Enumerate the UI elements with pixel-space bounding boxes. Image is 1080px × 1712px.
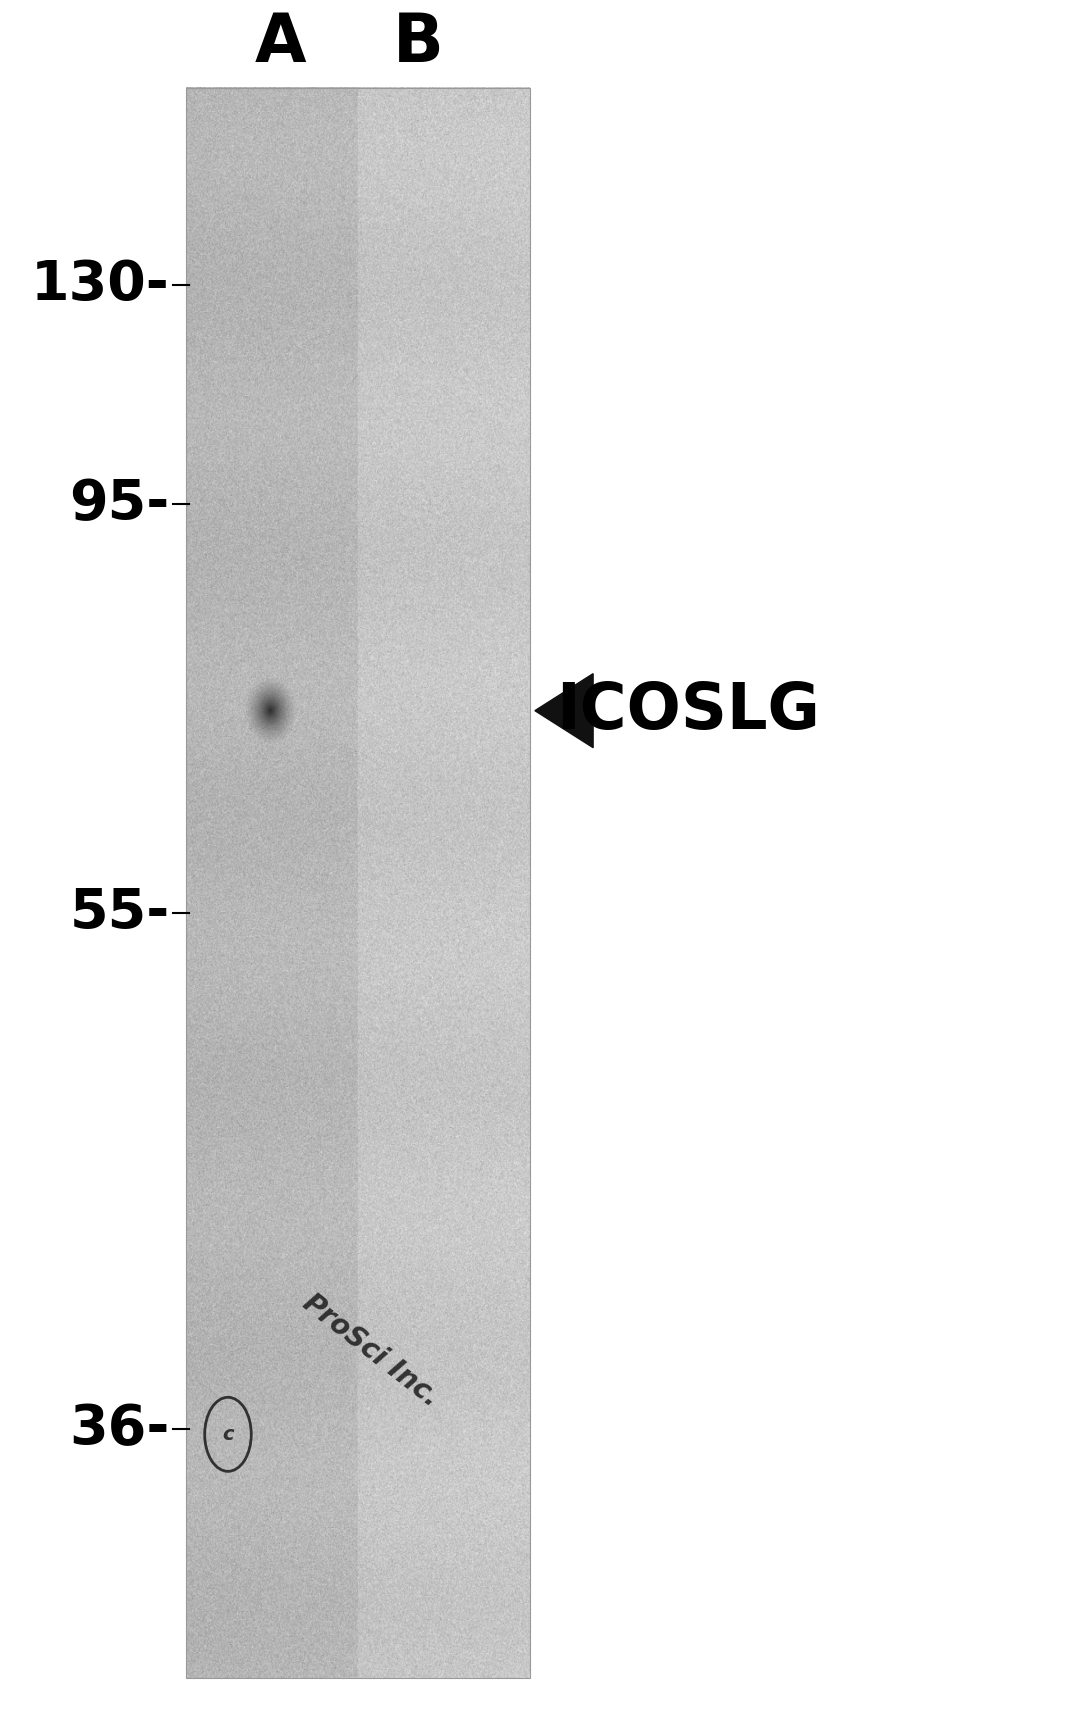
Text: 55-: 55-	[69, 885, 170, 940]
Polygon shape	[535, 673, 593, 748]
Text: ProSci Inc.: ProSci Inc.	[297, 1289, 445, 1412]
Text: ICOSLG: ICOSLG	[556, 680, 820, 741]
Text: B: B	[393, 10, 444, 77]
Bar	[186, 87, 529, 1678]
Text: 130-: 130-	[31, 259, 170, 312]
Text: 95-: 95-	[69, 476, 170, 531]
Text: A: A	[255, 10, 307, 77]
Text: c: c	[222, 1424, 233, 1443]
Text: 36-: 36-	[69, 1402, 170, 1457]
